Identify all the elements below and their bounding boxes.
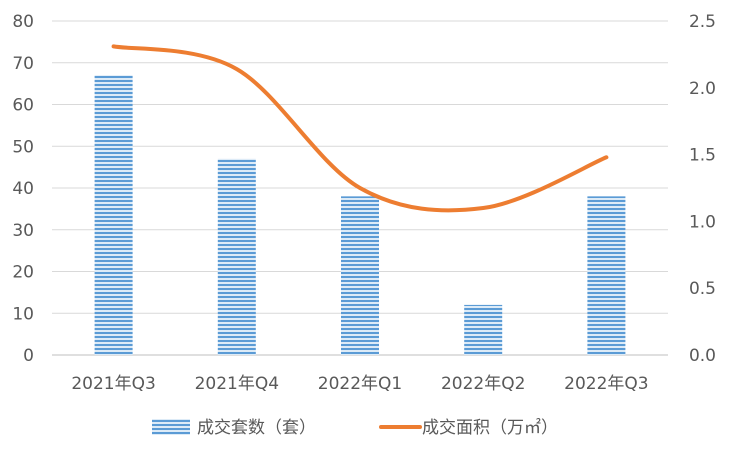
right-axis-tick-label: 1.0	[689, 212, 716, 232]
right-axis-tick-label: 2.5	[689, 12, 716, 32]
right-axis-tick-label: 0.0	[689, 346, 716, 366]
right-axis-tick-label: 1.5	[689, 146, 716, 166]
x-axis-tick-label: 2022年Q2	[441, 374, 525, 394]
x-axis-ticks: 2021年Q3 2021年Q4 2022年Q1 2022年Q2 2022年Q3	[71, 374, 648, 394]
bar-series	[94, 75, 626, 356]
bar	[341, 196, 379, 355]
left-axis-tick-label: 30	[12, 221, 34, 241]
bar	[587, 196, 626, 355]
area-line	[111, 44, 609, 213]
legend-swatch-bar	[152, 419, 190, 435]
left-axis-tick-label: 80	[12, 12, 34, 32]
legend-label-line: 成交面积（万㎡）	[422, 418, 558, 438]
bar	[217, 158, 256, 355]
bar	[464, 304, 503, 355]
left-axis-ticks: 0 10 20 30 40 50 60 70 80	[12, 12, 34, 366]
left-axis-tick-label: 60	[12, 96, 34, 116]
bar	[94, 75, 133, 356]
legend-item-line: 成交面积（万㎡）	[379, 418, 558, 438]
x-axis-tick-label: 2022年Q1	[318, 374, 402, 394]
left-axis-tick-label: 40	[12, 179, 34, 199]
line-series	[111, 44, 609, 213]
right-axis-tick-label: 0.5	[689, 279, 716, 299]
x-axis-tick-label: 2021年Q3	[71, 374, 155, 394]
legend-item-bar: 成交套数（套）	[152, 418, 316, 438]
left-axis-tick-label: 70	[12, 54, 34, 74]
legend-label-bar: 成交套数（套）	[197, 418, 316, 438]
x-axis-tick-label: 2022年Q3	[564, 374, 648, 394]
legend: 成交套数（套） 成交面积（万㎡）	[152, 418, 558, 438]
right-axis-tick-label: 2.0	[689, 79, 716, 99]
x-axis-tick-label: 2021年Q4	[195, 374, 279, 394]
left-axis-tick-label: 20	[12, 263, 34, 283]
left-axis-tick-label: 10	[12, 304, 34, 324]
left-axis-tick-label: 50	[12, 137, 34, 157]
left-axis-tick-label: 0	[23, 346, 34, 366]
right-axis-ticks: 0.0 0.5 1.0 1.5 2.0 2.5	[689, 12, 716, 366]
